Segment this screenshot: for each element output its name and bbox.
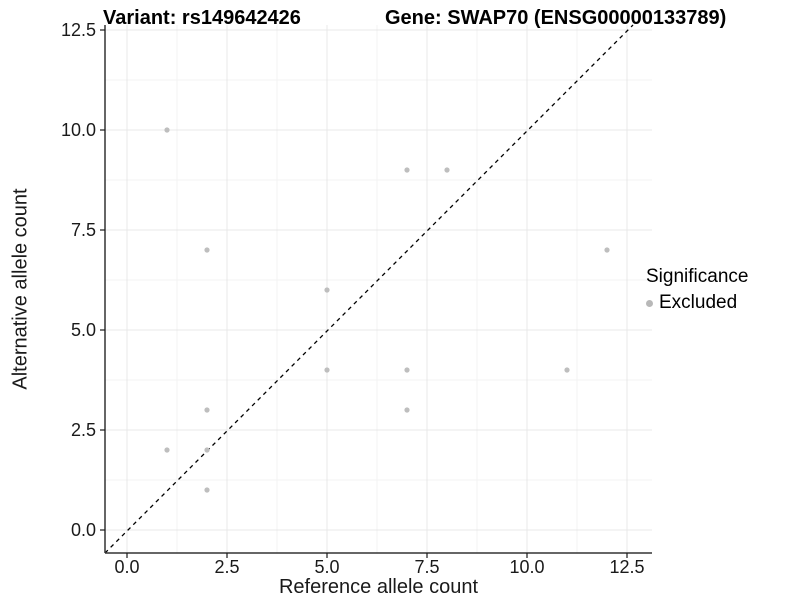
plot-title-variant: Variant: rs149642426 bbox=[103, 7, 301, 29]
identity-line bbox=[104, 24, 634, 554]
x-axis-title: Reference allele count bbox=[278, 576, 478, 598]
legend-point-icon bbox=[646, 299, 653, 307]
y-tick-label: 2.5 bbox=[71, 420, 96, 440]
data-point bbox=[204, 247, 210, 253]
x-tick-label: 5.0 bbox=[314, 557, 339, 577]
plot-title-gene: Gene: SWAP70 (ENSG00000133789) bbox=[385, 7, 727, 29]
data-point bbox=[404, 167, 410, 173]
data-point bbox=[404, 407, 410, 413]
y-tick-label: 0.0 bbox=[71, 520, 96, 540]
x-tick-label: 7.5 bbox=[414, 557, 439, 577]
y-tick-label: 12.5 bbox=[61, 20, 96, 40]
data-point bbox=[444, 167, 450, 173]
data-point bbox=[604, 247, 610, 253]
data-point bbox=[204, 447, 210, 453]
y-axis-title: Alternative allele count bbox=[9, 188, 32, 390]
data-point bbox=[404, 367, 410, 373]
x-tick-label: 12.5 bbox=[609, 557, 644, 577]
legend-item-label: Excluded bbox=[659, 292, 738, 313]
data-point bbox=[204, 487, 210, 493]
x-tick-label: 0.0 bbox=[114, 557, 139, 577]
data-point bbox=[324, 367, 330, 373]
x-tick-label: 10.0 bbox=[509, 557, 544, 577]
data-point bbox=[164, 447, 170, 453]
x-tick-label: 2.5 bbox=[214, 557, 239, 577]
data-point bbox=[204, 407, 210, 413]
y-tick-label: 5.0 bbox=[71, 320, 96, 340]
data-point bbox=[564, 367, 570, 373]
data-point bbox=[324, 287, 330, 293]
legend-title: Significance bbox=[646, 266, 749, 287]
y-tick-label: 10.0 bbox=[61, 120, 96, 140]
data-point bbox=[164, 127, 170, 133]
y-tick-label: 7.5 bbox=[71, 220, 96, 240]
legend-item-excluded: Excluded bbox=[646, 292, 748, 314]
legend: Significance Excluded bbox=[646, 266, 748, 314]
